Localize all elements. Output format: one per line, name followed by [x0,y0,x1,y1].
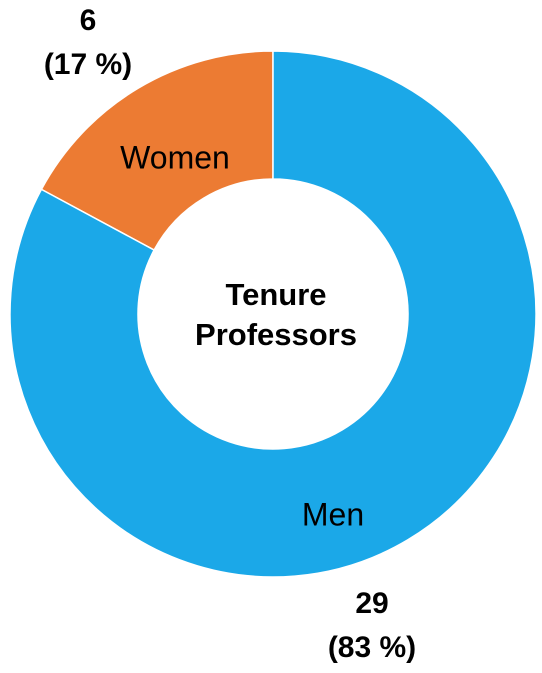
value-label: 29 [355,587,388,620]
percentage-label: (17 %) [44,48,132,81]
donut-segment [9,50,537,578]
percentage-label: (83 %) [328,631,416,664]
center-label: Professors [195,317,357,352]
value-label: 6 [80,4,97,37]
donut-segment [40,50,274,252]
segment-label: Women [120,139,230,175]
segment-label: Men [302,496,364,532]
center-label: Tenure [225,277,326,312]
